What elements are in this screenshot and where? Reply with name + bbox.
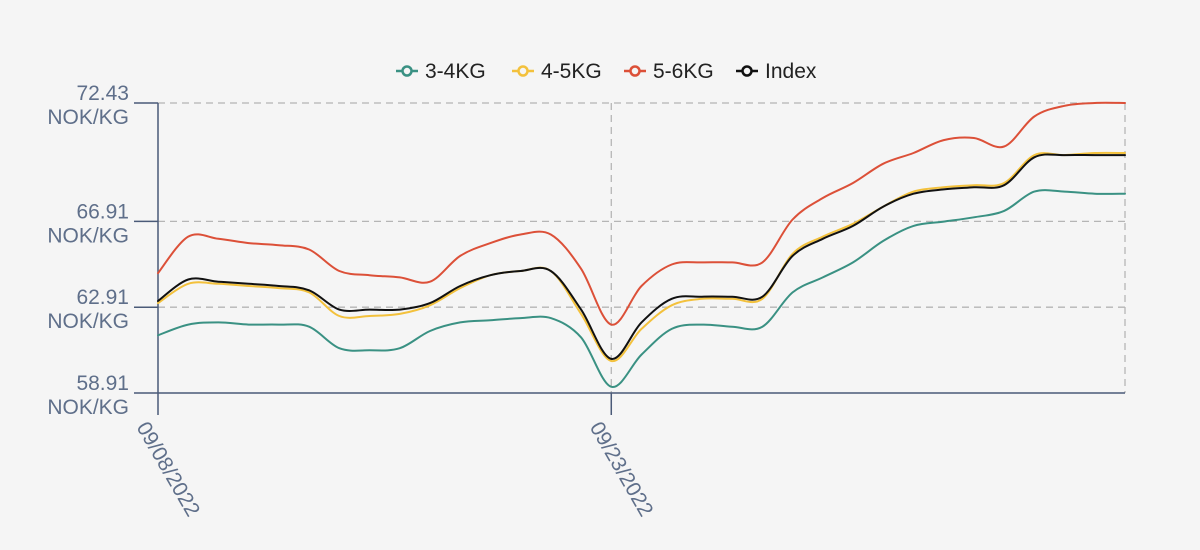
y-tick-unit: NOK/KG <box>47 310 129 333</box>
legend-circle-marker <box>517 65 529 77</box>
y-tick-unit: NOK/KG <box>47 106 129 129</box>
grid-lines <box>158 102 1126 393</box>
legend-item-3-4kg[interactable]: 3-4KG <box>396 60 486 83</box>
axes <box>157 103 1125 394</box>
legend-circle-marker <box>741 65 753 77</box>
legend-label: 5-6KG <box>653 60 714 83</box>
legend-item-index[interactable]: Index <box>736 60 817 83</box>
legend[interactable]: 3-4KG 4-5KG 5-6KG Index <box>396 60 817 83</box>
y-tick-unit: NOK/KG <box>47 224 129 247</box>
series-line-3-4kg <box>157 189 1126 388</box>
legend-label: Index <box>765 60 817 83</box>
legend-label: 4-5KG <box>541 60 602 83</box>
y-tick-label: 58.91 <box>76 372 129 395</box>
legend-item-5-6kg[interactable]: 5-6KG <box>624 60 714 83</box>
y-tick-label: 62.91 <box>76 286 129 309</box>
x-tick-label: 09/08/2022 <box>132 418 204 521</box>
y-tick-label: 66.91 <box>76 200 129 223</box>
legend-label: 3-4KG <box>425 60 486 83</box>
y-tick-label: 72.43 <box>76 82 129 105</box>
x-tick-label: 09/23/2022 <box>585 418 657 521</box>
series-line-4-5kg <box>157 151 1126 363</box>
series-line-5-6kg <box>157 101 1126 326</box>
x-axis-ticks: 09/08/2022 09/23/2022 <box>132 393 657 521</box>
legend-circle-marker <box>401 65 413 77</box>
legend-circle-marker <box>629 65 641 77</box>
series-line-index <box>157 153 1126 360</box>
legend-item-4-5kg[interactable]: 4-5KG <box>512 60 602 83</box>
series-lines <box>157 101 1126 388</box>
y-axis-ticks: 58.91NOK/KG62.91NOK/KG66.91NOK/KG72.43NO… <box>47 82 158 419</box>
y-tick-unit: NOK/KG <box>47 396 129 419</box>
